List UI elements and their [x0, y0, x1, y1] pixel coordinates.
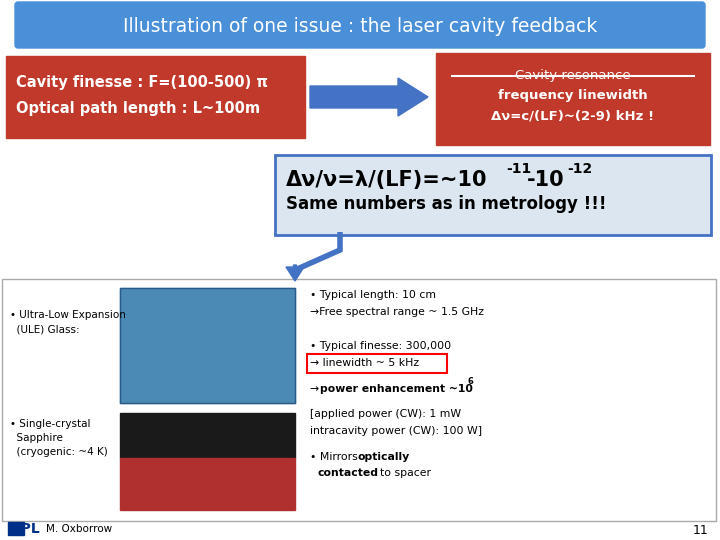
Text: power enhancement ~10: power enhancement ~10 — [320, 383, 473, 394]
Text: • Typical ​finesse: 300,000: • Typical ​finesse: 300,000 — [310, 341, 451, 351]
Text: [applied power (CW): 1 mW: [applied power (CW): 1 mW — [310, 409, 461, 419]
FancyBboxPatch shape — [436, 53, 710, 145]
Text: NPL: NPL — [10, 522, 41, 536]
Text: 6: 6 — [468, 377, 474, 386]
Text: to spacer: to spacer — [380, 469, 431, 478]
Text: • Mirrors: • Mirrors — [310, 451, 361, 462]
Text: intracavity power (CW): 100 W]: intracavity power (CW): 100 W] — [310, 426, 482, 436]
Text: Optical path length : L~100m: Optical path length : L~100m — [16, 100, 260, 116]
Text: Cavity finesse : F=(100-500) π: Cavity finesse : F=(100-500) π — [16, 75, 268, 90]
Text: frequency linewidth: frequency linewidth — [498, 90, 648, 103]
Text: →: → — [310, 383, 323, 394]
Text: M. Oxborrow: M. Oxborrow — [46, 524, 112, 534]
Text: optically: optically — [357, 451, 409, 462]
FancyBboxPatch shape — [120, 458, 295, 510]
Text: 11: 11 — [692, 523, 708, 537]
Text: →Free spectral range ~ 1.5 GHz: →Free spectral range ~ 1.5 GHz — [310, 307, 484, 317]
Text: Δν/ν=λ/(LF)=~10: Δν/ν=λ/(LF)=~10 — [286, 170, 487, 190]
Text: Illustration of one issue : the laser cavity feedback: Illustration of one issue : the laser ca… — [123, 17, 597, 36]
Text: -12: -12 — [567, 162, 593, 176]
Text: Cavity resonance: Cavity resonance — [516, 70, 631, 83]
FancyBboxPatch shape — [307, 354, 447, 373]
Text: • Single-crystal
  Sapphire
  (cryogenic: ~4 K): • Single-crystal Sapphire (cryogenic: ~4… — [10, 419, 108, 457]
Text: -10: -10 — [527, 170, 564, 190]
Text: Δν=c/(LF)~(2-9) kHz !: Δν=c/(LF)~(2-9) kHz ! — [492, 110, 654, 123]
Text: • Typical ​length: 10 cm: • Typical ​length: 10 cm — [310, 290, 436, 300]
FancyBboxPatch shape — [8, 522, 24, 535]
FancyBboxPatch shape — [120, 288, 295, 403]
Text: Same numbers as in metrology !!!: Same numbers as in metrology !!! — [286, 195, 606, 213]
Text: contacted: contacted — [318, 469, 379, 478]
FancyArrow shape — [286, 265, 304, 281]
FancyBboxPatch shape — [275, 155, 711, 235]
Text: • Ultra-Low Expansion
  (ULE) Glass:: • Ultra-Low Expansion (ULE) Glass: — [10, 310, 126, 334]
FancyBboxPatch shape — [2, 279, 716, 521]
FancyBboxPatch shape — [6, 56, 305, 138]
FancyArrow shape — [310, 78, 428, 116]
Text: → linewidth ~ 5 kHz: → linewidth ~ 5 kHz — [310, 359, 419, 368]
FancyBboxPatch shape — [120, 413, 295, 458]
FancyBboxPatch shape — [15, 2, 705, 48]
Text: -11: -11 — [506, 162, 531, 176]
